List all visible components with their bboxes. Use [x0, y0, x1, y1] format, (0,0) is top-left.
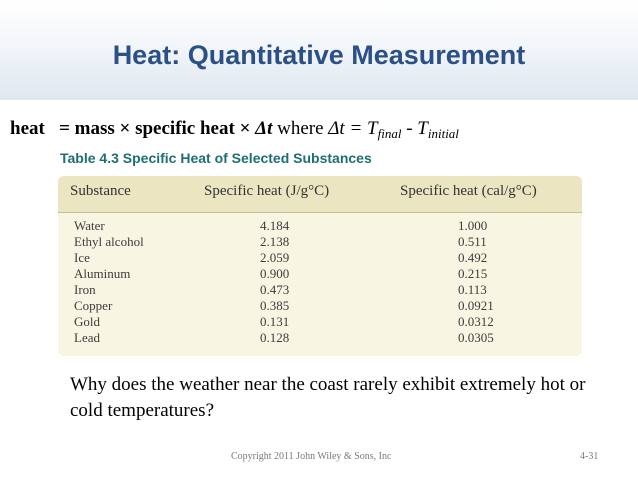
substance-cell: Ice	[74, 250, 90, 265]
substance-cell: Copper	[74, 298, 113, 313]
copyright-notice: Copyright 2011 John Wiley & Sons, Inc	[231, 451, 392, 462]
specific-heat-calories-cell: 0.511	[458, 234, 487, 249]
page-number: 4-31	[580, 451, 599, 462]
equation-initial-subscript: initial	[427, 126, 459, 141]
equation-delta-t: Δt	[255, 118, 273, 139]
specific-heat-joules-cell: 0.900	[260, 266, 290, 281]
equation-equals: = T	[344, 118, 378, 139]
equation-lhs: heat	[10, 118, 45, 139]
specific-heat-calories-cell: 0.113	[458, 282, 487, 297]
substance-cell: Aluminum	[74, 266, 131, 281]
title-band	[0, 0, 638, 100]
table-row: Copper 0.385 0.0921	[58, 298, 582, 313]
equation-where: where	[272, 118, 329, 139]
discussion-question: Why does the weather near the coast rare…	[70, 374, 586, 421]
table-panel: Substance Specific heat (J/g°C) Specific…	[58, 176, 582, 356]
specific-heat-joules-cell: 0.385	[260, 298, 290, 313]
specific-heat-joules-cell: 0.131	[260, 314, 290, 329]
specific-heat-joules-cell: 2.138	[260, 234, 290, 249]
table-row: Aluminum 0.900 0.215	[58, 266, 582, 281]
column-header-joules: Specific heat (J/g°C)	[204, 183, 330, 199]
specific-heat-table: Table 4.3 Specific Heat of Selected Subs…	[56, 150, 586, 356]
table-row: Iron 0.473 0.113	[58, 282, 582, 297]
substance-cell: Lead	[74, 330, 100, 345]
table-header-row: Substance Specific heat (J/g°C) Specific…	[58, 176, 582, 213]
table-row: Water 4.184 1.000	[58, 218, 582, 233]
equation-final-subscript: final	[377, 126, 402, 141]
equation-delta-t-2: Δt	[328, 118, 345, 139]
equation-rhs: = mass × specific heat ×	[59, 118, 256, 139]
column-header-calories: Specific heat (cal/g°C)	[400, 183, 537, 199]
specific-heat-joules-cell: 0.128	[260, 330, 290, 345]
specific-heat-joules-cell: 4.184	[260, 218, 290, 233]
specific-heat-joules-cell: 2.059	[260, 250, 290, 265]
heat-equation: heat = mass × specific heat × Δt where Δ…	[10, 118, 636, 140]
table-row: Gold 0.131 0.0312	[58, 314, 582, 329]
slide-title: Heat: Quantitative Measurement	[112, 40, 526, 70]
substance-cell: Iron	[74, 282, 96, 297]
specific-heat-calories-cell: 0.215	[458, 266, 488, 281]
table-row: Ethyl alcohol 2.138 0.511	[58, 234, 582, 249]
specific-heat-calories-cell: 0.0312	[458, 314, 494, 329]
specific-heat-calories-cell: 1.000	[458, 218, 488, 233]
substance-cell: Ethyl alcohol	[74, 234, 144, 249]
table-row: Lead 0.128 0.0305	[58, 330, 582, 345]
equation-minus: - T	[401, 118, 428, 139]
specific-heat-calories-cell: 0.0921	[458, 298, 494, 313]
specific-heat-calories-cell: 0.0305	[458, 330, 494, 345]
substance-cell: Water	[74, 218, 105, 233]
specific-heat-calories-cell: 0.492	[458, 250, 488, 265]
specific-heat-joules-cell: 0.473	[260, 282, 290, 297]
table-caption: Table 4.3 Specific Heat of Selected Subs…	[60, 150, 372, 166]
substance-cell: Gold	[74, 314, 100, 329]
table-row: Ice 2.059 0.492	[58, 250, 582, 265]
column-header-substance: Substance	[70, 183, 131, 199]
